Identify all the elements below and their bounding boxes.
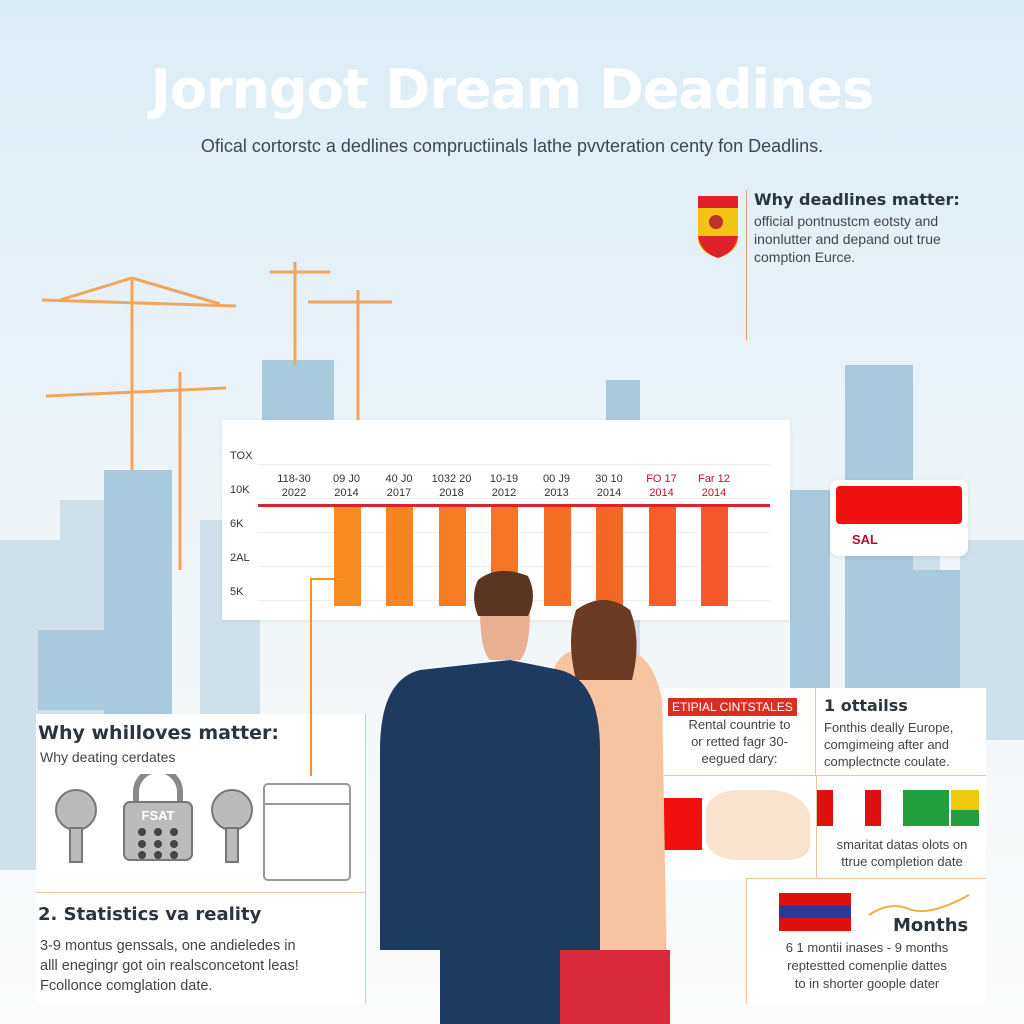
rental-line: or retted fagr 30- — [691, 734, 788, 749]
calendar-icon — [263, 783, 351, 881]
flags-line: ttrue completion date — [841, 854, 963, 869]
gridline — [258, 498, 770, 499]
canada-flag-icon — [817, 790, 881, 826]
stats-line: Fcollonce comglation date. — [40, 978, 213, 994]
sal-flag — [836, 486, 962, 524]
key-icon — [55, 789, 97, 863]
lock-label: FSAT — [142, 808, 175, 823]
uk-flag-icon — [779, 893, 851, 931]
gridline — [258, 464, 770, 465]
panel-flags: smaritat datas olots on ttrue completion… — [816, 776, 986, 880]
category-label-line: 1032 20 — [431, 473, 472, 485]
stats-title: 2. Statistics va reality — [38, 904, 262, 925]
details-title: 1 ottailss — [824, 696, 908, 715]
y-tick-label: 5K — [230, 586, 244, 598]
y-tick-label: TOX — [230, 450, 253, 462]
y-tick-label: 2AL — [230, 552, 250, 564]
category-label-year: 2022 — [281, 487, 307, 499]
couple-illustration — [380, 570, 670, 1024]
months-line: to in shorter goople dater — [794, 976, 940, 991]
category-label-line: FO 17 — [646, 473, 677, 485]
panel-divider — [36, 892, 366, 893]
map-illustration — [664, 776, 816, 880]
callout-title: Why deadlines matter: — [754, 190, 960, 209]
months-title: Months — [893, 915, 969, 936]
category-label-line: Far 12 — [698, 473, 730, 485]
category-label-year: 2014 — [701, 487, 727, 499]
category-label-year: 2013 — [544, 487, 569, 499]
key-icon — [211, 789, 253, 863]
category-label: 10-19 2012 — [478, 472, 530, 500]
bar — [596, 504, 623, 606]
callout-divider — [746, 190, 747, 340]
category-label: 30 10 2014 — [583, 472, 635, 500]
rental-line: eegued dary: — [701, 751, 778, 766]
padlock-icon: FSAT — [123, 774, 193, 861]
panel-rental: ETIPIAL CINTSTALES Rental countrie to or… — [664, 688, 816, 776]
panel-months: Months 6 1 montii inases - 9 months rept… — [746, 878, 986, 1004]
stats-line: 3-9 montus genssals, one andieledes in — [40, 938, 296, 954]
sal-label: SAL — [852, 532, 878, 547]
rental-badge: ETIPIAL CINTSTALES — [668, 698, 797, 716]
flags-line: smaritat datas olots on — [836, 837, 968, 852]
category-label: FO 17 2014 — [636, 472, 688, 500]
callout-line: inonlutter and depand out true — [754, 231, 941, 247]
bar — [543, 504, 571, 606]
icons-row: FSAT — [55, 774, 351, 881]
category-label-year: 2018 — [439, 487, 464, 499]
rental-line: Rental countrie to — [688, 717, 791, 732]
bar — [438, 504, 466, 606]
panel-details: 1 ottailss Fonthis deally Europe, comgim… — [816, 688, 986, 776]
details-line: Fonthis deally Europe, — [824, 720, 954, 735]
bar — [648, 504, 676, 606]
panel-subtitle: Why deating cerdates — [40, 749, 176, 765]
bar — [333, 504, 361, 606]
page-subtitle: Ofical cortorstc a dedlines compructiina… — [200, 136, 824, 156]
y-tick-label: 10K — [230, 484, 250, 496]
spain-flag-shield-icon — [698, 196, 738, 258]
panel-why-matter: Why whilloves matter: Why deating cerdat… — [36, 714, 366, 1004]
category-label-year: 2014 — [649, 487, 674, 499]
category-label-year: 2012 — [491, 487, 517, 499]
details-line: complectncte coulate. — [824, 754, 950, 769]
reference-line — [258, 504, 770, 508]
category-label-year: 2017 — [386, 487, 412, 499]
category-label: 40 J0 2017 — [373, 472, 425, 500]
category-label-year: 2014 — [596, 487, 622, 499]
category-label: 00 J9 2013 — [531, 472, 583, 500]
category-label-line: 00 J9 — [543, 473, 570, 485]
page-title: Jorngot Dream Deadines — [150, 58, 874, 121]
details-line: comgimeing after and — [824, 737, 950, 752]
panel-title: Why whilloves matter: — [38, 722, 279, 744]
category-label-line: 09 J0 — [333, 473, 360, 485]
category-label: 09 J0 2014 — [321, 472, 373, 500]
callout-line: official pontnustcm eotsty and — [754, 213, 939, 229]
y-tick-label: 6K — [230, 518, 244, 530]
flag-icon — [951, 790, 979, 826]
category-label-line: 10-19 — [489, 473, 519, 485]
sal-card: SAL — [830, 480, 968, 556]
callout-line: comption Eurce. — [754, 249, 856, 265]
category-label: Far 12 2014 — [688, 472, 740, 500]
trend-arrow-icon — [868, 894, 970, 916]
category-label-line: 118-30 — [277, 473, 311, 485]
bar — [701, 504, 728, 606]
category-label: 118-30 2022 — [268, 472, 320, 500]
category-label-year: 2014 — [334, 487, 359, 499]
category-label-line: 40 J0 — [385, 473, 413, 485]
category-label-line: 30 10 — [595, 473, 623, 485]
bar — [386, 504, 413, 606]
brazil-flag-icon — [903, 790, 949, 826]
months-line: reptestted comenplie dattes — [787, 958, 947, 973]
stats-line: alll enegingr got oin realsconcetont lea… — [40, 958, 299, 974]
category-label: 1032 20 2018 — [426, 472, 478, 500]
connector-line — [310, 578, 346, 776]
months-line: 6 1 montii inases - 9 months — [785, 940, 949, 955]
